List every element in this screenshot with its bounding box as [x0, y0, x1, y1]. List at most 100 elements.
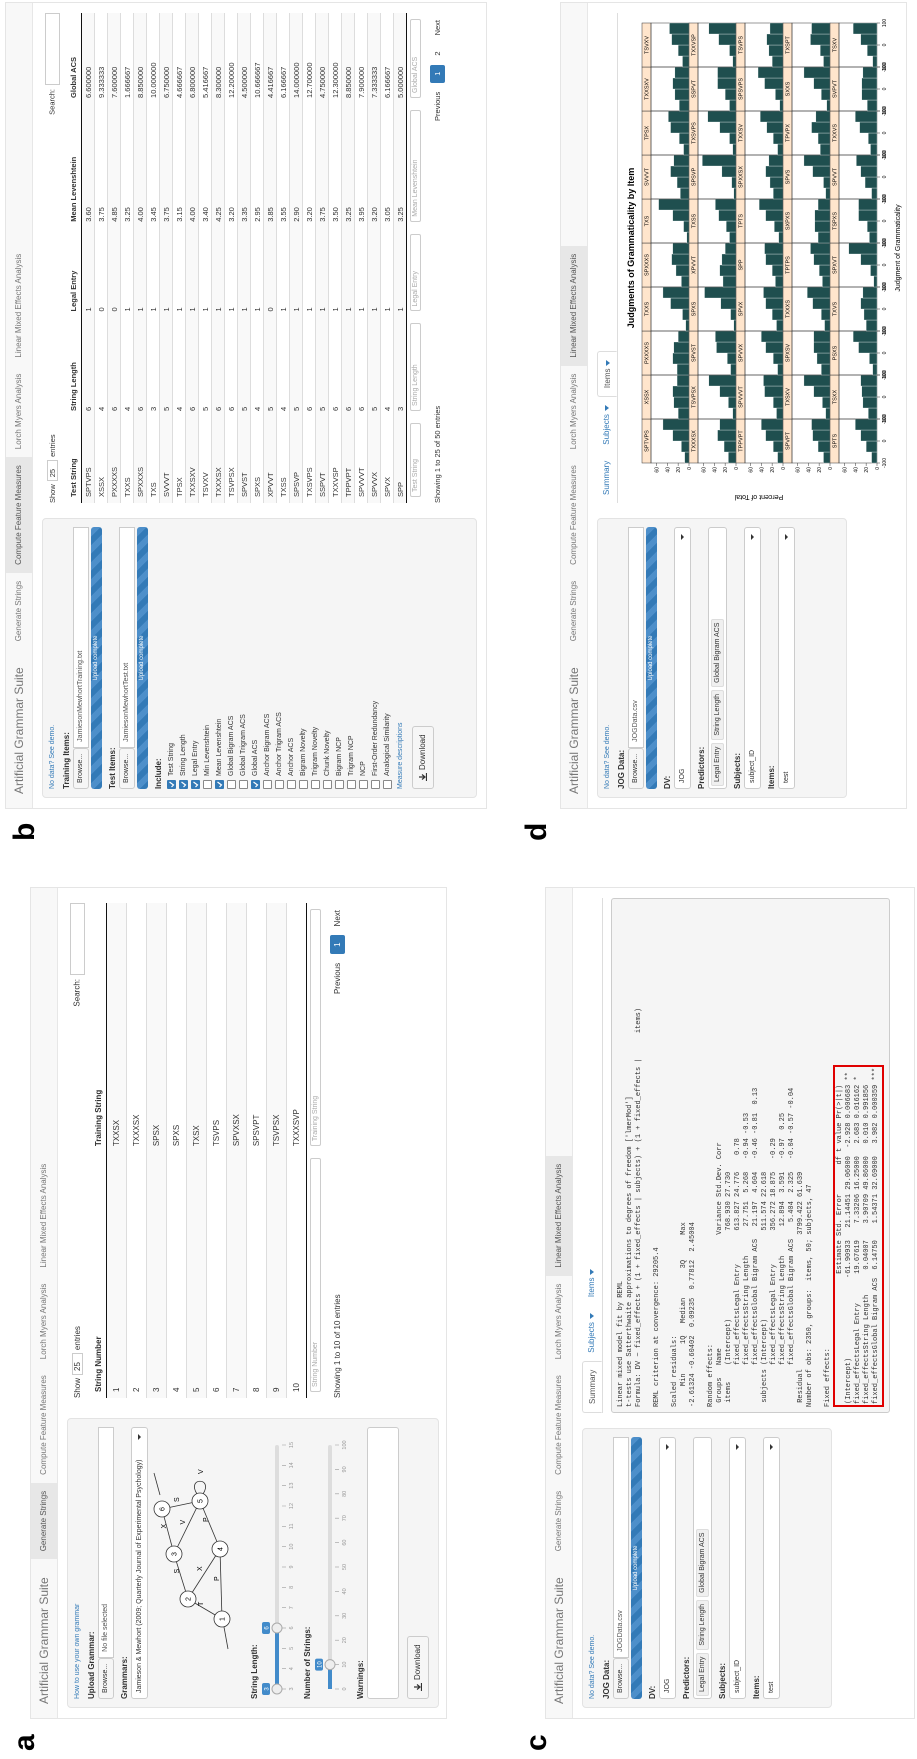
nav-tab[interactable]: Linear Mixed Effects Analysis	[6, 246, 32, 366]
sub-tab[interactable]: Items	[597, 351, 617, 398]
slider-handle[interactable]	[325, 1660, 335, 1670]
checkbox-row[interactable]: First-Order Redundancy	[369, 527, 381, 789]
slider-handle[interactable]	[272, 1623, 282, 1633]
checkbox-row[interactable]: Anchor Bigram ACS	[261, 527, 273, 789]
nav-tab[interactable]: Generate Strings	[561, 573, 587, 649]
checkbox[interactable]	[383, 780, 392, 789]
checkbox-row[interactable]: Anchor ACS	[285, 527, 297, 789]
checkbox[interactable]	[335, 780, 344, 789]
sub-tab[interactable]: Items	[582, 1261, 602, 1306]
column-filter[interactable]: Legal Entry	[410, 234, 421, 312]
checkbox[interactable]	[227, 780, 236, 789]
checkbox[interactable]	[359, 780, 368, 789]
demo-link[interactable]: No data? See demo.	[49, 527, 56, 789]
checkbox-row[interactable]: Analogical Similarity	[381, 527, 393, 789]
nav-tab[interactable]: Generate Strings	[6, 573, 32, 649]
checkbox-row[interactable]: Legal Entry	[189, 527, 201, 789]
column-header[interactable]: Global ACS	[66, 13, 82, 104]
browse-button[interactable]: Browse...	[73, 748, 89, 789]
nav-tab[interactable]: Compute Feature Measures	[31, 1367, 57, 1483]
checkbox[interactable]	[179, 780, 188, 789]
checkbox-row[interactable]: Global Trigram ACS	[237, 527, 249, 789]
browse-button[interactable]: Browse...	[628, 748, 644, 789]
select-input[interactable]: subject_ID	[744, 527, 761, 789]
nav-tab[interactable]: Compute Feature Measures	[6, 457, 32, 573]
column-filter[interactable]: String Length	[410, 323, 421, 410]
checkbox-row[interactable]: String Length	[177, 527, 189, 789]
column-header[interactable]: Test String	[66, 417, 82, 503]
select-input[interactable]: JOG	[674, 527, 691, 789]
column-header[interactable]: String Number	[91, 1152, 107, 1398]
checkbox[interactable]	[287, 780, 296, 789]
nav-tab[interactable]: Compute Feature Measures	[546, 1367, 572, 1483]
checkbox[interactable]	[371, 780, 380, 789]
column-header[interactable]: Training String	[91, 903, 107, 1152]
select-input[interactable]: Jamieson & Mewhort (2009; Quarterly Jour…	[131, 1427, 148, 1699]
checkbox-row[interactable]: Min Levenshtein	[201, 527, 213, 789]
checkbox-row[interactable]: Test String	[165, 527, 177, 789]
checkbox-row[interactable]: Bigram NCP	[333, 527, 345, 789]
search-input[interactable]	[70, 903, 85, 975]
checkbox[interactable]	[323, 780, 332, 789]
nav-tab[interactable]: Lorch Myers Analysis	[546, 1276, 572, 1368]
browse-button[interactable]: Browse...	[613, 1658, 629, 1699]
help-link[interactable]: How to use your own grammar	[74, 1427, 81, 1699]
page-button[interactable]: 2	[430, 44, 445, 62]
page-button[interactable]: Previous	[430, 85, 445, 128]
download-button[interactable]: Download	[407, 1636, 429, 1699]
download-button[interactable]: Download	[412, 726, 434, 789]
page-button[interactable]: Next	[330, 903, 345, 933]
checkbox-row[interactable]: Mean Levenshtein	[213, 527, 225, 789]
checkbox[interactable]	[215, 780, 224, 789]
checkbox[interactable]	[191, 780, 200, 789]
search-input[interactable]	[45, 13, 60, 85]
checkbox-row[interactable]: Bigram Novelty	[297, 527, 309, 789]
checkbox-row[interactable]: Chunk Novelty	[321, 527, 333, 789]
page-button[interactable]: 1	[430, 65, 445, 83]
checkbox-row[interactable]: Trigram NCP	[345, 527, 357, 789]
nav-tab[interactable]: Lorch Myers Analysis	[6, 366, 32, 458]
page-button[interactable]: Previous	[330, 956, 345, 1001]
demo-link[interactable]: No data? See demo.	[589, 1437, 596, 1699]
nav-tab[interactable]: Compute Feature Measures	[561, 457, 587, 573]
length-select[interactable]: 25	[47, 460, 58, 481]
checkbox[interactable]	[263, 780, 272, 789]
page-button[interactable]: 1	[330, 935, 345, 953]
nav-tab[interactable]: Lorch Myers Analysis	[561, 366, 587, 458]
column-filter[interactable]: Mean Levenshtein	[410, 110, 421, 222]
page-button[interactable]: Next	[430, 13, 445, 42]
checkbox[interactable]	[203, 780, 212, 789]
length-select[interactable]: 25	[72, 1353, 83, 1375]
checkbox[interactable]	[239, 780, 248, 789]
select-input[interactable]: subject_ID	[729, 1437, 746, 1699]
sub-tab[interactable]: Subjects	[582, 1305, 602, 1361]
column-filter[interactable]: String Number	[310, 1158, 321, 1392]
sub-tab[interactable]: Subjects	[597, 397, 617, 453]
sub-tab[interactable]: Summary	[582, 1361, 602, 1413]
sub-tab[interactable]: Summary	[597, 453, 617, 503]
checkbox-row[interactable]: Trigram Novelty	[309, 527, 321, 789]
nav-tab[interactable]: Linear Mixed Effects Analysis	[546, 1156, 572, 1276]
column-filter[interactable]: Test String	[410, 423, 421, 497]
nav-tab[interactable]: Generate Strings	[546, 1483, 572, 1559]
column-filter[interactable]: Global ACS	[410, 19, 421, 98]
checkbox-row[interactable]: Global Bigram ACS	[225, 527, 237, 789]
checkbox[interactable]	[251, 780, 260, 789]
checkbox-row[interactable]: NCP	[357, 527, 369, 789]
checkbox[interactable]	[299, 780, 308, 789]
checkbox[interactable]	[311, 780, 320, 789]
checkbox[interactable]	[347, 780, 356, 789]
column-header[interactable]: Legal Entry	[66, 228, 82, 318]
checkbox[interactable]	[167, 780, 176, 789]
select-input[interactable]: JOG	[659, 1437, 676, 1699]
checkbox-row[interactable]: Global ACS	[249, 527, 261, 789]
nav-tab[interactable]: Generate Strings	[31, 1483, 57, 1559]
nav-tab[interactable]: Linear Mixed Effects Analysis	[561, 246, 587, 366]
slider-handle[interactable]	[272, 1684, 282, 1694]
checkbox[interactable]	[275, 780, 284, 789]
browse-button[interactable]: Browse...	[119, 748, 135, 789]
column-header[interactable]: Mean Levenshtein	[66, 104, 82, 228]
select-input[interactable]: test	[763, 1437, 780, 1699]
